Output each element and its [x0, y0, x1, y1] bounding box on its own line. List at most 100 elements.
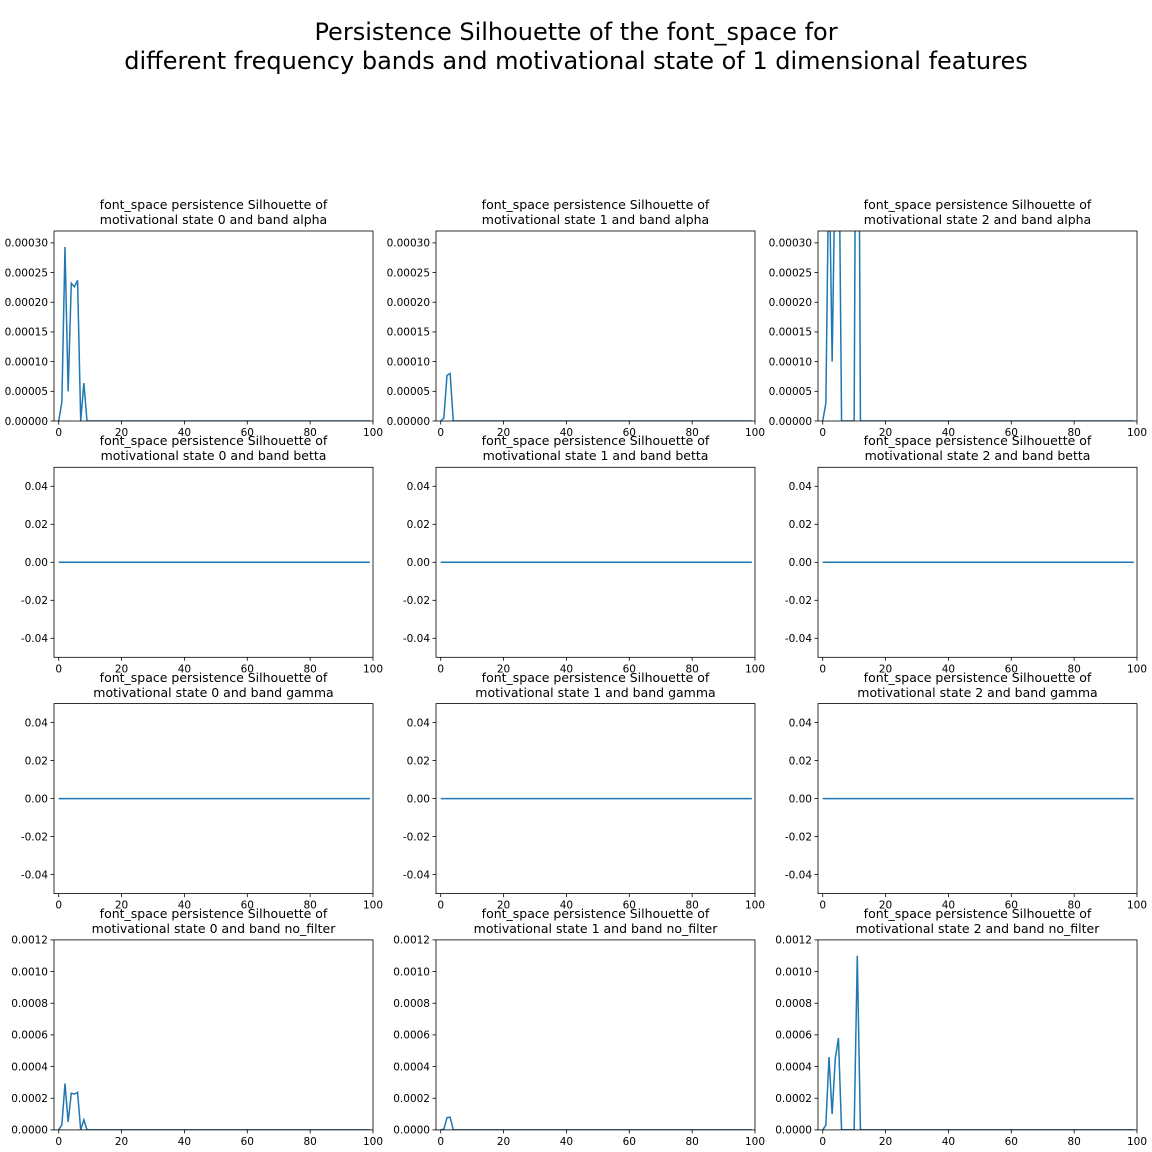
- y-tick-label: 0.00: [407, 793, 430, 805]
- x-tick-label: 60: [1005, 663, 1018, 675]
- x-tick-label: 20: [115, 1136, 128, 1148]
- x-tick-label: 80: [303, 1136, 316, 1148]
- y-tick-label: -0.04: [785, 869, 812, 881]
- x-tick-label: 0: [437, 663, 444, 675]
- y-tick-label: 0.0010: [11, 966, 48, 978]
- axes-frame: [435, 939, 756, 1131]
- x-tick-label: 0: [437, 427, 444, 439]
- subplot-title: font_space persistence Silhouette of mot…: [91, 905, 336, 936]
- x-tick-label: 80: [303, 427, 316, 439]
- y-tick-label: 0.00010: [387, 356, 430, 368]
- axes-frame: [817, 466, 1138, 658]
- axes-frame: [53, 230, 374, 422]
- y-tick-label: 0.00030: [387, 238, 430, 250]
- y-tick-label: 0.0002: [775, 1093, 812, 1105]
- x-tick-label: 40: [942, 663, 955, 675]
- y-tick-label: 0.00025: [5, 267, 48, 279]
- y-tick-label: 0.0008: [393, 998, 430, 1010]
- x-tick-label: 20: [879, 1136, 892, 1148]
- y-tick-label: 0.00: [789, 557, 812, 569]
- x-tick-label: 0: [55, 1136, 62, 1148]
- x-tick-label: 60: [241, 427, 254, 439]
- y-tick-label: 0.04: [789, 717, 813, 729]
- x-tick-label: 0: [819, 900, 826, 912]
- x-tick-label: 80: [685, 900, 698, 912]
- y-tick-label: 0.00020: [5, 297, 48, 309]
- x-tick-label: 100: [363, 663, 383, 675]
- y-tick-label: 0.00005: [769, 386, 812, 398]
- y-tick-label: 0.0006: [11, 1030, 48, 1042]
- y-tick-label: -0.02: [403, 595, 430, 607]
- data-line: [440, 372, 752, 421]
- x-tick-label: 80: [1067, 900, 1080, 912]
- y-tick-label: 0.0006: [775, 1030, 812, 1042]
- y-tick-label: -0.04: [21, 633, 48, 645]
- y-tick-label: 0.0010: [393, 966, 430, 978]
- x-tick-label: 60: [623, 1136, 636, 1148]
- y-tick-label: 0.00: [407, 557, 430, 569]
- y-tick-label: 0.0002: [11, 1093, 48, 1105]
- x-tick-label: 100: [745, 427, 765, 439]
- y-tick-label: 0.00000: [769, 416, 812, 428]
- subplot-title: font_space persistence Silhouette of mot…: [863, 433, 1092, 464]
- x-tick-label: 20: [115, 427, 128, 439]
- x-tick-label: 100: [745, 1136, 765, 1148]
- y-tick-label: -0.02: [403, 831, 430, 843]
- y-tick-label: 0.00: [25, 557, 48, 569]
- x-tick-label: 40: [560, 1136, 573, 1148]
- x-tick-label: 20: [115, 663, 128, 675]
- data-line: [822, 955, 1134, 1130]
- y-tick-label: 0.00015: [387, 327, 430, 339]
- y-tick-label: -0.02: [21, 595, 48, 607]
- x-tick-label: 60: [623, 900, 636, 912]
- axes-frame: [817, 939, 1138, 1131]
- y-tick-label: 0.00020: [387, 297, 430, 309]
- x-tick-label: 0: [437, 900, 444, 912]
- y-tick-label: 0.0012: [393, 935, 430, 947]
- y-tick-label: 0.00025: [769, 267, 812, 279]
- x-tick-label: 0: [819, 1136, 826, 1148]
- axes-frame: [435, 466, 756, 658]
- subplot-title: font_space persistence Silhouette of mot…: [475, 669, 716, 700]
- x-tick-label: 60: [623, 663, 636, 675]
- data-line: [821, 231, 1134, 421]
- x-tick-label: 100: [1127, 900, 1147, 912]
- subplot-title: font_space persistence Silhouette of mot…: [93, 669, 334, 700]
- x-tick-label: 80: [1067, 427, 1080, 439]
- y-tick-label: 0.00: [25, 793, 48, 805]
- x-tick-label: 80: [303, 900, 316, 912]
- x-tick-label: 100: [745, 900, 765, 912]
- y-tick-label: 0.0004: [775, 1061, 812, 1073]
- y-tick-label: 0.02: [789, 755, 812, 767]
- subplot-title: font_space persistence Silhouette of mot…: [99, 433, 328, 464]
- y-tick-label: 0.0000: [11, 1125, 48, 1137]
- y-tick-label: 0.0012: [11, 935, 48, 947]
- y-tick-label: -0.04: [21, 869, 48, 881]
- y-tick-label: 0.02: [25, 755, 48, 767]
- y-tick-label: 0.0000: [393, 1125, 430, 1137]
- subplot-title: font_space persistence Silhouette of mot…: [99, 197, 328, 227]
- axes-frame: [435, 703, 756, 894]
- axes-frame: [53, 466, 374, 658]
- y-tick-label: -0.04: [403, 869, 430, 881]
- x-tick-label: 60: [241, 1136, 254, 1148]
- y-tick-label: 0.00000: [387, 416, 430, 428]
- y-tick-label: 0.0000: [775, 1125, 812, 1137]
- x-tick-label: 40: [178, 900, 191, 912]
- y-tick-label: 0.0008: [775, 998, 812, 1010]
- x-tick-label: 0: [55, 427, 62, 439]
- x-tick-label: 20: [879, 663, 892, 675]
- x-tick-label: 100: [363, 900, 383, 912]
- x-tick-label: 40: [178, 427, 191, 439]
- data-line: [57, 247, 370, 421]
- y-tick-label: 0.00000: [5, 416, 48, 428]
- axes-frame: [53, 939, 374, 1131]
- x-tick-label: 60: [1005, 1136, 1018, 1148]
- axes-frame: [817, 230, 1138, 422]
- x-tick-label: 20: [879, 900, 892, 912]
- x-tick-label: 0: [437, 1136, 444, 1148]
- y-tick-label: 0.02: [789, 519, 812, 531]
- y-tick-label: 0.04: [25, 481, 49, 493]
- y-tick-label: 0.0010: [775, 966, 812, 978]
